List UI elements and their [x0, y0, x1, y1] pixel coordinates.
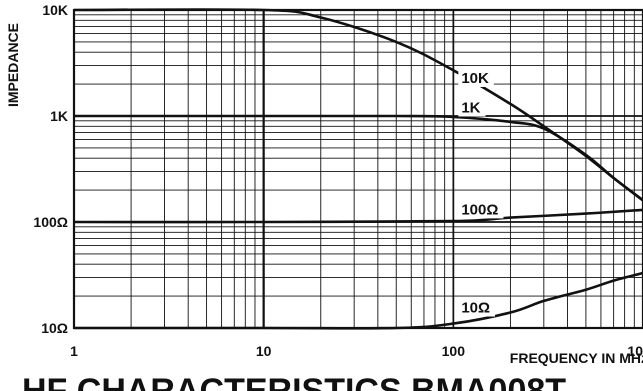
- series-group: [73, 8, 643, 330]
- series-label-bg: [458, 67, 494, 87]
- series-label-bg: [458, 97, 486, 117]
- series-label: 10K: [461, 70, 489, 87]
- tick-labels: 1 10 100 1000 10Ω 100Ω 1K 10K: [33, 2, 643, 359]
- y-tick-label: 1K: [50, 108, 68, 124]
- x-tick-label: 1000: [627, 343, 643, 359]
- y-tick-label: 100Ω: [33, 214, 68, 230]
- x-tick-label: 10: [256, 343, 272, 359]
- series-label-bg: [458, 199, 504, 219]
- series-labels: 10K 1K 100Ω 10Ω: [458, 67, 504, 317]
- series-label: 10Ω: [461, 300, 490, 317]
- y-tick-label: 10K: [42, 2, 68, 18]
- grid: [72, 8, 643, 330]
- series-label: 100Ω: [461, 201, 498, 218]
- series-line-3: [74, 271, 643, 330]
- x-axis-label: FREQUENCY IN MHz: [510, 350, 643, 366]
- series-label-bg: [458, 297, 496, 317]
- x-tick-label: 100: [442, 343, 466, 359]
- chart-caption: HF CHARACTERISTICS BMA008T: [22, 372, 566, 391]
- y-axis-label: IMPEDANCE: [5, 23, 21, 107]
- series-line-1: [73, 114, 643, 202]
- series-label: 1K: [461, 99, 480, 116]
- series-line-2: [73, 208, 643, 224]
- x-tick-label: 1: [70, 343, 78, 359]
- plot-frame: [72, 8, 643, 330]
- y-tick-label: 10Ω: [41, 320, 68, 336]
